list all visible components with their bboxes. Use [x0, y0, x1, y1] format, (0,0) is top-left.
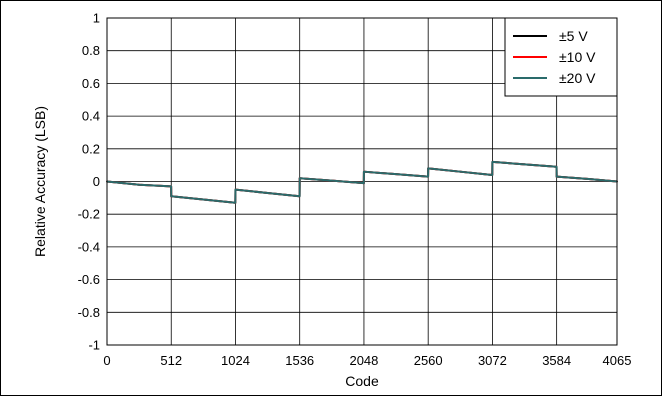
data-point — [555, 175, 558, 178]
data-point — [427, 175, 429, 178]
data-point — [234, 188, 237, 191]
x-tick-label: 512 — [160, 353, 182, 368]
x-tick-label: 2048 — [349, 353, 378, 368]
y-tick-label: 0.6 — [82, 76, 100, 91]
data-point — [523, 163, 526, 166]
data-point — [363, 170, 365, 173]
data-point — [138, 183, 141, 186]
series-line — [106, 160, 618, 204]
legend-label: ±5 V — [559, 28, 588, 44]
y-tick-label: 0 — [93, 174, 100, 189]
data-point — [491, 174, 494, 176]
x-tick-label: 1536 — [285, 353, 314, 368]
data-point — [234, 201, 237, 204]
y-tick-label: 0.8 — [82, 43, 100, 58]
data-point — [202, 198, 205, 201]
y-tick-label: -0.8 — [78, 305, 100, 320]
y-tick-label: 0.4 — [82, 109, 100, 124]
x-tick-label: 2560 — [414, 353, 443, 368]
data-point — [170, 185, 173, 188]
data-point — [491, 160, 494, 163]
plot-area-border — [106, 17, 618, 346]
x-tick-labels: 0 512 1024 1536 2048 2560 3072 3584 4065 — [103, 353, 631, 368]
x-tick-label: 1024 — [221, 353, 250, 368]
x-tick-label: 4065 — [603, 353, 632, 368]
x-tick-label: 3072 — [478, 353, 507, 368]
data-point — [555, 165, 558, 168]
y-tick-label: 1 — [93, 11, 100, 26]
data-point — [362, 182, 365, 185]
data-point — [170, 195, 173, 198]
data-point — [459, 170, 462, 173]
y-tick-label: -1 — [88, 338, 100, 353]
data-point — [395, 173, 397, 176]
y-tick-labels: 1 0.8 0.6 0.4 0.2 0 -0.2 -0.4 -0.6 -0.8 -1 — [78, 11, 100, 353]
x-tick-label: 3584 — [542, 353, 571, 368]
y-axis-label: Relative Accuracy (LSB) — [32, 106, 48, 257]
data-point — [587, 178, 590, 180]
x-axis-label: Code — [345, 373, 379, 389]
y-tick-label: 0.2 — [82, 141, 100, 156]
data-point — [266, 192, 269, 194]
y-tick-label: -0.2 — [78, 207, 100, 222]
data-point — [298, 177, 301, 180]
legend-label: ±10 V — [559, 49, 596, 65]
data-point — [427, 167, 430, 170]
legend: ±5 V ±10 V ±20 V — [504, 17, 618, 97]
legend-label: ±20 V — [559, 70, 596, 86]
series-layer — [106, 160, 618, 204]
data-point — [330, 179, 333, 182]
y-tick-label: -0.6 — [78, 272, 100, 287]
data-point — [298, 195, 301, 198]
y-tick-label: -0.4 — [78, 239, 100, 254]
x-tick-label: 0 — [103, 353, 110, 368]
